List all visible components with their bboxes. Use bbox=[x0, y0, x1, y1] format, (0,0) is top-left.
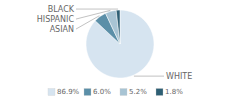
leader-line bbox=[76, 9, 118, 10]
legend: 86.9% 6.0% 5.2% 1.8% bbox=[48, 88, 183, 96]
pie-slice bbox=[106, 10, 120, 44]
slice-label: HISPANIC bbox=[37, 15, 75, 24]
leader-line bbox=[134, 76, 164, 77]
legend-label: 5.2% bbox=[129, 88, 147, 96]
pie-slice bbox=[116, 10, 120, 44]
legend-swatch bbox=[84, 89, 91, 96]
pie-slice bbox=[86, 10, 154, 78]
slice-label: BLACK bbox=[48, 5, 75, 14]
legend-label: 86.9% bbox=[57, 88, 80, 96]
legend-swatch bbox=[48, 89, 55, 96]
legend-swatch bbox=[156, 89, 163, 96]
slice-label: ASIAN bbox=[50, 25, 74, 34]
leader-line bbox=[76, 16, 99, 29]
chart: WHITE ASIANHISPANICBLACK 86.9% 6.0% 5.2% 1.8% bbox=[0, 0, 240, 100]
leader-line bbox=[76, 10, 110, 19]
legend-label: 1.8% bbox=[165, 88, 183, 96]
pie bbox=[86, 10, 154, 78]
slice-label: WHITE bbox=[166, 72, 192, 81]
legend-swatch bbox=[120, 89, 127, 96]
annotations: WHITE ASIANHISPANICBLACK bbox=[37, 5, 192, 81]
legend-label: 6.0% bbox=[93, 88, 111, 96]
